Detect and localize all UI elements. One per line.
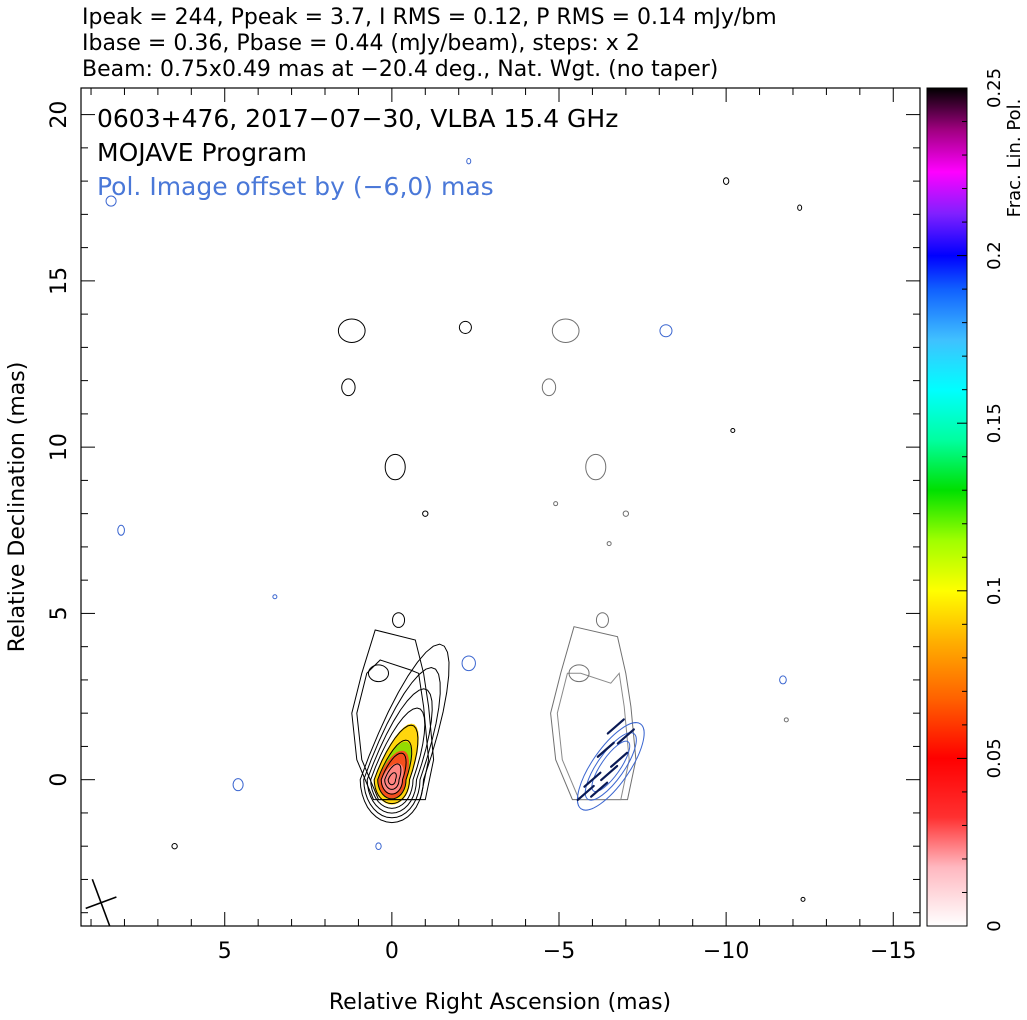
noise-contour — [337, 318, 366, 343]
y-tick-label: 20 — [47, 101, 72, 129]
colorbar-tick-label: 0.2 — [984, 241, 1005, 270]
evpa-vector — [606, 718, 625, 735]
noise-contour — [659, 324, 673, 338]
stokes-i-contour — [366, 688, 433, 814]
evpa-vectors — [576, 718, 635, 802]
stokes-i-contour — [359, 643, 450, 824]
evpa-vector — [590, 781, 609, 798]
evpa-vector — [576, 784, 595, 802]
noise-contour — [422, 510, 429, 517]
polarization-contours — [550, 626, 645, 811]
noise-contour — [367, 664, 390, 683]
noise-contour — [171, 843, 178, 850]
noise-contour — [783, 717, 789, 723]
y-axis-title: Relative Declination (mas) — [5, 362, 30, 653]
stokes-i-contour — [351, 629, 435, 801]
stokes-i-contour — [363, 666, 441, 819]
header-line-3: Beam: 0.75x0.49 mas at −20.4 deg., Nat. … — [82, 57, 718, 82]
stokes-i-contour — [380, 752, 407, 795]
noise-contour — [461, 655, 476, 672]
pol-contour — [584, 732, 637, 801]
colorbar-tick-label: 0.25 — [984, 68, 1005, 108]
y-tick-label: 15 — [47, 267, 72, 295]
evpa-vector — [600, 764, 619, 782]
stokes-i-contour — [387, 772, 397, 786]
noise-contour — [117, 524, 125, 536]
x-axis-title: Relative Right Ascension (mas) — [329, 990, 671, 1015]
noise-contour — [595, 612, 609, 628]
colorbar-tick-label: 0.15 — [984, 403, 1005, 443]
noise-contour — [458, 320, 472, 334]
header-line-2: Ibase = 0.36, Pbase = 0.44 (mJy/beam), s… — [82, 31, 640, 56]
noise-contour — [622, 510, 630, 517]
noise-contour — [722, 177, 730, 185]
stokes-i-contour — [377, 739, 413, 800]
noise-contour — [341, 378, 356, 397]
header-line-1: Ipeak = 244, Ppeak = 3.7, I RMS = 0.12, … — [82, 5, 777, 30]
noise-contour — [800, 896, 806, 902]
noise-contour — [568, 664, 590, 683]
pol-image-stokes-outline — [550, 626, 637, 801]
x-tick-labels: 5 0 −5 −10 −15 — [218, 939, 917, 964]
frac-pol-region — [381, 763, 404, 794]
pol-contour — [576, 722, 645, 811]
noise-contour — [585, 453, 607, 481]
noise-contour — [553, 501, 559, 507]
x-tick-label: −10 — [703, 939, 749, 964]
noise-contour — [466, 157, 472, 165]
pol-offset-label: Pol. Image offset by (−6,0) mas — [97, 172, 494, 201]
noise-contour — [232, 778, 244, 792]
stokes-i-contour — [370, 707, 426, 809]
stokes-i-contour — [373, 724, 419, 805]
colorbar-ticks: 0 0.05 0.1 0.15 0.2 0.25 — [957, 68, 1005, 932]
pol-image-stokes-outline — [556, 672, 630, 801]
map-layer — [85, 157, 806, 926]
evpa-vector — [596, 741, 615, 758]
evpa-vector — [610, 751, 629, 768]
noise-contours — [105, 157, 806, 902]
noise-contour — [384, 453, 406, 481]
y-tick-label: 5 — [47, 606, 72, 620]
noise-contour — [730, 428, 736, 434]
noise-contour — [551, 318, 580, 343]
axis-ticks — [81, 88, 920, 926]
evpa-vector — [616, 728, 635, 745]
noise-contour — [606, 541, 612, 547]
colorbar — [926, 87, 968, 927]
noise-contour — [272, 594, 278, 600]
y-tick-label: 0 — [47, 773, 72, 787]
x-tick-label: 5 — [218, 939, 232, 964]
evpa-vector — [583, 771, 602, 788]
y-tick-label: 10 — [47, 433, 72, 461]
stokes-i-contour — [356, 659, 430, 801]
program-label: MOJAVE Program — [97, 138, 307, 167]
noise-contour — [797, 204, 803, 211]
noise-contour — [541, 378, 557, 397]
plot-frame — [80, 87, 921, 927]
noise-contour — [392, 612, 406, 628]
pol-contour — [591, 740, 631, 793]
x-tick-label: −5 — [543, 939, 575, 964]
y-tick-labels: 0 5 10 15 20 — [47, 101, 72, 787]
colorbar-label: Frac. Lin. Pol. — [1004, 99, 1025, 218]
colorbar-tick-label: 0.05 — [984, 738, 1005, 778]
x-tick-label: 0 — [385, 939, 399, 964]
noise-contour — [779, 675, 787, 685]
noise-contour — [375, 842, 382, 851]
colorbar-tick-label: 0.1 — [984, 576, 1005, 605]
x-tick-label: −15 — [870, 939, 916, 964]
colorbar-tick-label: 0 — [984, 920, 1005, 931]
stokes-i-contours — [351, 629, 450, 824]
beam-minor-axis — [85, 896, 117, 910]
beam-marker — [85, 878, 117, 926]
noise-contour — [105, 195, 117, 207]
stokes-i-contour — [384, 763, 402, 790]
source-label: 0603+476, 2017−07−30, VLBA 15.4 GHz — [97, 104, 618, 133]
